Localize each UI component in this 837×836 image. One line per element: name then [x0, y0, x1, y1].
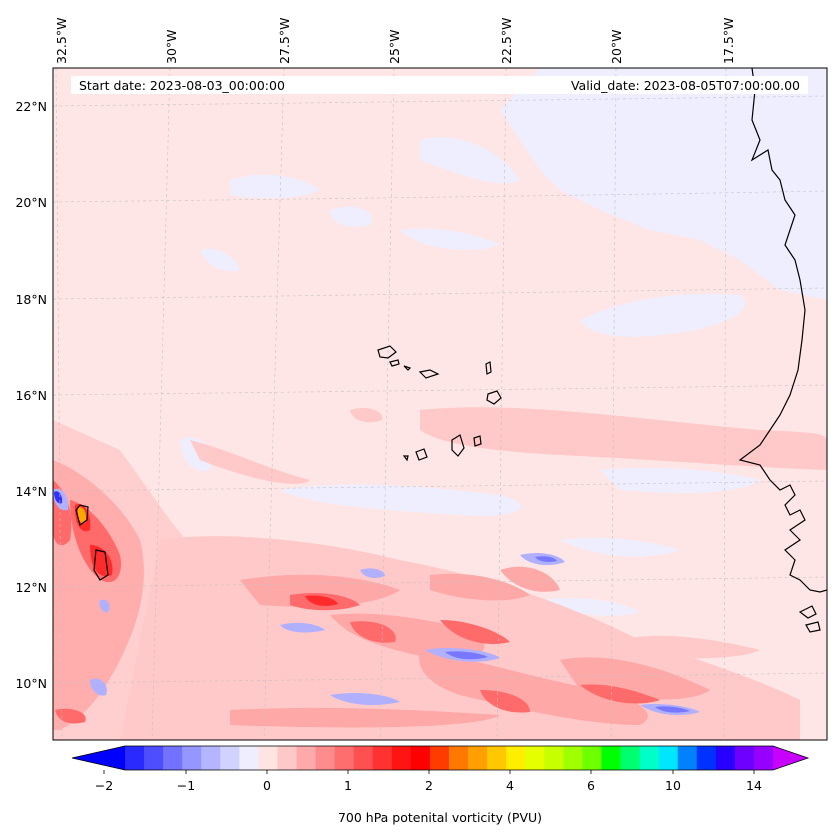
colorbar-segment [468, 746, 488, 770]
colorbar-segment [429, 746, 450, 770]
colorbar-segment [277, 746, 297, 770]
colorbar-segment [753, 746, 774, 770]
colorbar-extend-max [773, 746, 808, 770]
cb-tick-label: −2 [95, 778, 113, 793]
colorbar-segment [182, 746, 202, 770]
lon-label: 32.5°W [54, 18, 69, 64]
colorbar-tick-labels: −2 −1 0 1 2 4 6 10 14 [95, 778, 762, 793]
cb-tick-label: 10 [665, 778, 681, 793]
colorbar-segment [144, 746, 164, 770]
cb-tick-label: 14 [746, 778, 762, 793]
lon-label: 25°W [387, 29, 402, 64]
colorbar-segment [315, 746, 336, 770]
map-panel: Start date: 2023-08-03_00:00:00 Valid_da… [52, 67, 828, 741]
colorbar-segment [506, 746, 526, 770]
lon-label: 20°W [609, 29, 624, 64]
negative-pv-cores [445, 556, 690, 713]
colorbar-segment [296, 746, 316, 770]
latitude-labels: 22°N 20°N 18°N 16°N 14°N 12°N 10°N [15, 99, 47, 691]
colorbar-segment [525, 746, 545, 770]
colorbar-ticks [103, 770, 755, 774]
colorbar-segments [125, 746, 774, 770]
colorbar-segment [620, 746, 640, 770]
cb-tick-label: −1 [177, 778, 195, 793]
valid-date-label: Valid_date: 2023-08-05T07:00:00.00 [571, 78, 800, 93]
cape-verde-islands [377, 345, 502, 462]
colorbar-segment [639, 746, 660, 770]
colorbar-segment [391, 746, 412, 770]
cb-tick-label: 1 [344, 778, 352, 793]
colorbar-segment [410, 746, 431, 770]
lon-label: 17.5°W [721, 18, 736, 64]
colorbar-segment [239, 746, 259, 770]
cb-tick-label: 0 [263, 778, 271, 793]
colorbar-segment [125, 746, 145, 770]
colorbar-segment [372, 746, 393, 770]
colorbar-outline [71, 745, 810, 771]
colorbar-segment [734, 746, 755, 770]
colorbar-segment [449, 746, 469, 770]
colorbar: −2 −1 0 1 2 4 6 10 14 700 hPa potenital … [71, 745, 810, 825]
pv-peak [77, 507, 87, 524]
colorbar-segment [487, 746, 507, 770]
lon-label: 30°W [164, 29, 179, 64]
colorbar-extend-min [72, 746, 125, 770]
colorbar-segment [563, 746, 583, 770]
colorbar-segment [582, 746, 602, 770]
lat-label: 18°N [15, 292, 47, 307]
cb-tick-label: 6 [587, 778, 595, 793]
lat-label: 22°N [15, 99, 47, 114]
colorbar-segment [544, 746, 564, 770]
colorbar-segment [220, 746, 240, 770]
start-date-label: Start date: 2023-08-03_00:00:00 [79, 78, 285, 93]
lat-label: 20°N [15, 195, 47, 210]
colorbar-segment [658, 746, 679, 770]
cb-tick-label: 4 [506, 778, 514, 793]
colorbar-label: 700 hPa potenital vorticity (PVU) [338, 810, 542, 825]
lon-label: 22.5°W [499, 18, 514, 64]
colorbar-segment [163, 746, 183, 770]
gridlines [53, 68, 827, 740]
colorbar-segment [353, 746, 374, 770]
colorbar-segment [601, 746, 621, 770]
lat-label: 12°N [15, 580, 47, 595]
colorbar-segment [201, 746, 221, 770]
colorbar-segment [677, 746, 698, 770]
coastline [75, 68, 827, 633]
map-frame [52, 67, 828, 741]
lon-label: 27.5°W [277, 18, 292, 64]
lat-label: 10°N [15, 676, 47, 691]
colorbar-segment [258, 746, 278, 770]
cb-tick-label: 2 [425, 778, 433, 793]
header-box [71, 76, 808, 94]
lat-label: 16°N [15, 388, 47, 403]
longitude-labels: 32.5°W 30°W 27.5°W 25°W 22.5°W 20°W 17.5… [54, 18, 736, 64]
colorbar-segment [696, 746, 717, 770]
colorbar-segment [715, 746, 736, 770]
colorbar-segment [334, 746, 355, 770]
pv-field [53, 68, 827, 740]
lat-label: 14°N [15, 484, 47, 499]
negative-pv-regions [80, 68, 827, 616]
